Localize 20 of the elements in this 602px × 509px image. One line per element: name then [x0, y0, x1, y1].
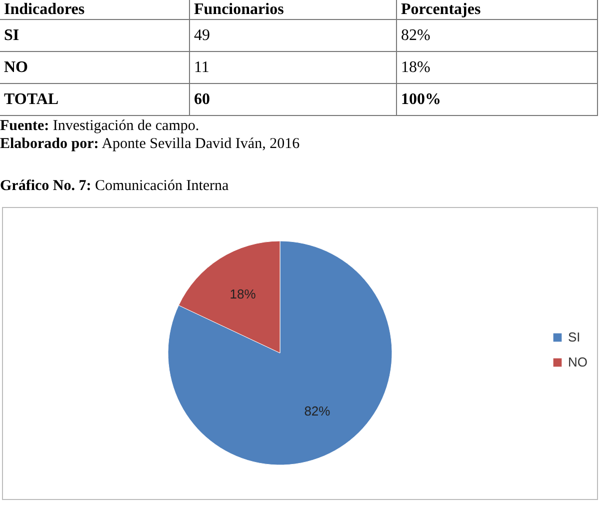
- text: 60: [190, 84, 397, 116]
- text: TOTAL: [0, 84, 190, 116]
- text: 11: [190, 52, 397, 84]
- chart-title: Gráfico No. 7: Comunicación Interna: [0, 178, 229, 194]
- text: NO: [0, 52, 190, 84]
- pie-slice: [168, 240, 392, 466]
- data-label: 82%: [304, 404, 331, 419]
- legend-label: NO: [568, 354, 588, 370]
- source-note: Fuente: Investigación de campo.: [0, 118, 200, 134]
- text: Porcentajes: [397, 0, 598, 20]
- text: 49: [190, 20, 397, 52]
- text: Indicadores: [0, 0, 190, 20]
- text: SI: [0, 20, 190, 52]
- text: Elaborado por: Aponte Sevilla David Iván, 2016: [0, 136, 300, 152]
- text: 100%: [397, 84, 598, 116]
- legend-label: SI: [568, 330, 580, 344]
- text: 18%: [397, 52, 598, 84]
- text: Funcionarios: [190, 0, 397, 20]
- data-label: 18%: [230, 286, 256, 302]
- text: 82%: [397, 20, 598, 52]
